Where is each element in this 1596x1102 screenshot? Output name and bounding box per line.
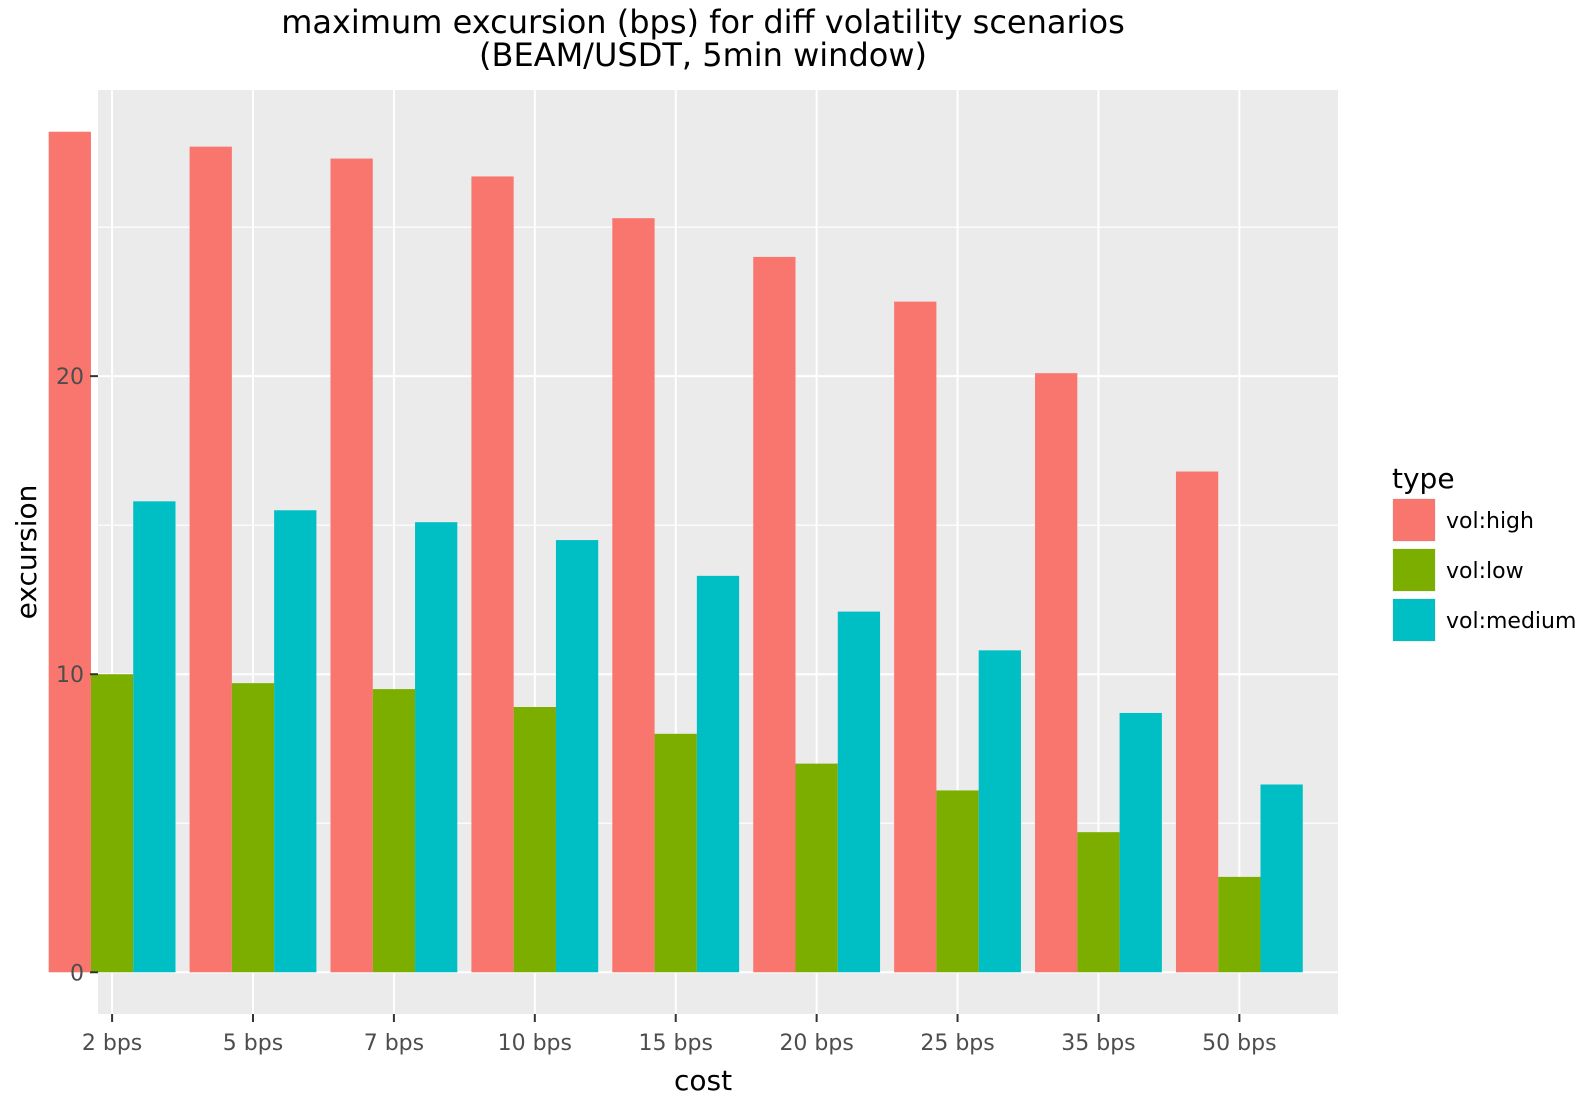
legend-swatch bbox=[1393, 599, 1435, 641]
bar-vol-high bbox=[48, 131, 91, 973]
bar-vol-low bbox=[372, 689, 416, 973]
y-tick-label: 20 bbox=[56, 365, 84, 390]
x-tick-label: 25 bps bbox=[920, 1031, 994, 1056]
bar-vol-low bbox=[231, 683, 275, 973]
legend-label: vol:high bbox=[1446, 509, 1534, 534]
x-tick-label: 5 bps bbox=[223, 1031, 283, 1056]
legend-swatch bbox=[1393, 549, 1435, 591]
bar-vol-low bbox=[513, 706, 556, 973]
x-axis: 2 bps 5 bps 7 bps 10 bps 15 bps 20 bps 25 bps 3… bbox=[82, 1014, 1277, 1056]
bars bbox=[48, 131, 1303, 973]
bar-vol-high bbox=[1035, 373, 1078, 973]
bar-vol-high bbox=[330, 158, 373, 973]
bar-vol-medium bbox=[555, 540, 599, 973]
bar-vol-high bbox=[471, 176, 514, 973]
bar-vol-medium bbox=[1119, 712, 1162, 973]
x-tick-label: 35 bps bbox=[1061, 1031, 1135, 1056]
bar-vol-medium bbox=[837, 611, 881, 973]
bar-vol-low bbox=[795, 763, 838, 973]
bar-vol-high bbox=[753, 256, 796, 973]
bar-vol-low bbox=[654, 733, 697, 973]
bar-vol-medium bbox=[274, 510, 317, 973]
x-tick-label: 50 bps bbox=[1202, 1031, 1276, 1056]
bar-vol-medium bbox=[1260, 784, 1303, 973]
chart-subtitle: (BEAM/USDT, 5min window) bbox=[479, 36, 927, 74]
y-tick-label: 0 bbox=[70, 961, 84, 986]
bar-vol-high bbox=[894, 301, 937, 973]
x-tick-label: 7 bps bbox=[364, 1031, 424, 1056]
bar-vol-medium bbox=[978, 650, 1021, 973]
bar-vol-medium bbox=[696, 575, 740, 973]
bar-vol-medium bbox=[415, 522, 458, 973]
bar-vol-medium bbox=[133, 501, 176, 973]
bar-vol-low bbox=[1077, 832, 1120, 973]
x-tick-label: 20 bps bbox=[779, 1031, 853, 1056]
bar-vol-low bbox=[90, 674, 134, 973]
legend-label: vol:medium bbox=[1446, 609, 1576, 634]
bar-vol-high bbox=[612, 218, 655, 973]
y-axis: 0 10 20 bbox=[56, 365, 98, 986]
bar-vol-low bbox=[936, 790, 979, 973]
bar-vol-high bbox=[189, 146, 232, 973]
legend: type vol:high vol:low vol:medium bbox=[1392, 462, 1576, 642]
y-axis-title: excursion bbox=[10, 485, 43, 620]
legend-swatch bbox=[1393, 499, 1435, 541]
chart-title: maximum excursion (bps) for diff volatil… bbox=[281, 3, 1125, 41]
x-tick-label: 15 bps bbox=[639, 1031, 713, 1056]
x-tick-label: 2 bps bbox=[82, 1031, 142, 1056]
y-tick-label: 10 bbox=[56, 663, 84, 688]
bar-vol-high bbox=[1175, 471, 1219, 973]
x-tick-label: 10 bps bbox=[498, 1031, 572, 1056]
legend-label: vol:low bbox=[1446, 559, 1524, 584]
legend-title: type bbox=[1392, 462, 1455, 495]
x-axis-title: cost bbox=[674, 1064, 732, 1097]
bar-vol-low bbox=[1218, 876, 1261, 973]
